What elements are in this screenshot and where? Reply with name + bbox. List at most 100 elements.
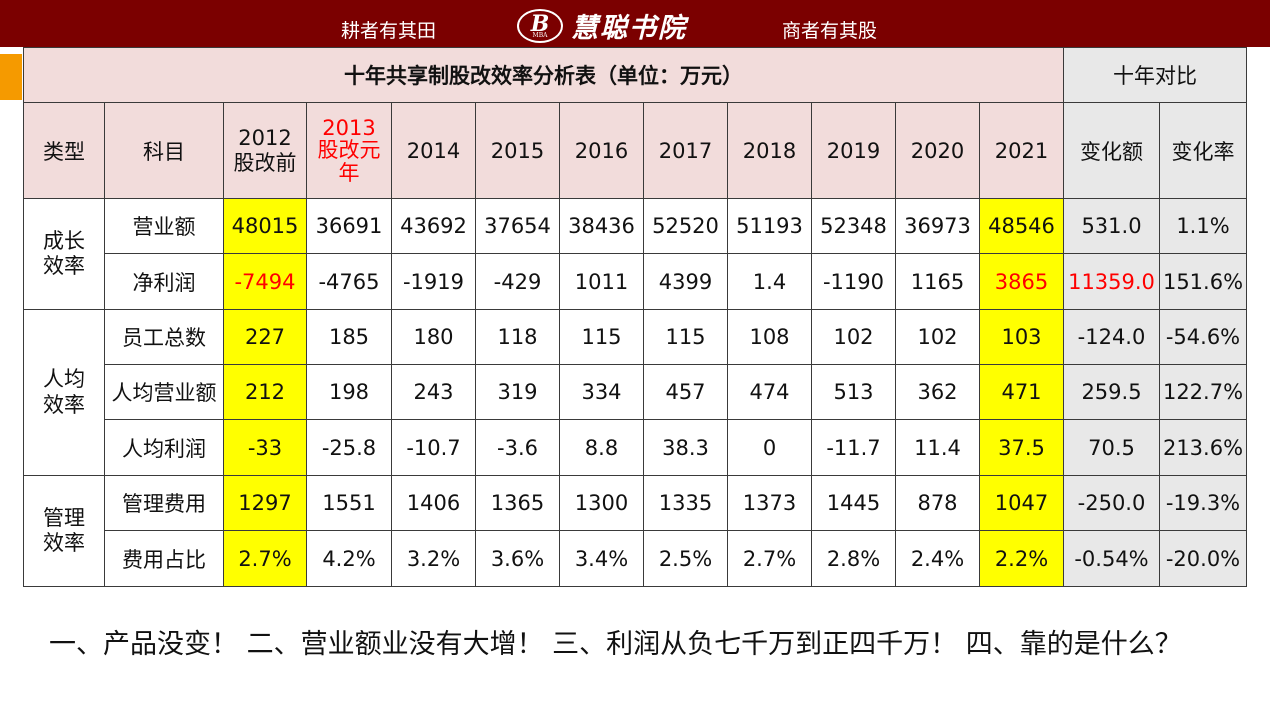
value-cell: 2.7% bbox=[223, 530, 307, 587]
value-cell: 0 bbox=[727, 419, 812, 476]
value-cell: 37654 bbox=[475, 198, 560, 254]
category-cell: 人均 效率 bbox=[23, 309, 105, 476]
value-cell: 319 bbox=[475, 364, 560, 420]
header-item: 科目 bbox=[104, 102, 224, 199]
value-cell: 2.5% bbox=[643, 530, 728, 587]
value-cell: 3865 bbox=[979, 253, 1064, 310]
value-cell: -1190 bbox=[811, 253, 896, 310]
brand-logo-icon: B MBA bbox=[517, 8, 563, 43]
header-year: 2015 bbox=[475, 102, 560, 199]
slogan-left: 耕者有其田 bbox=[341, 20, 437, 42]
value-cell: 3.4% bbox=[559, 530, 644, 587]
header-change-rate: 变化率 bbox=[1159, 102, 1247, 199]
change-amount-cell: 70.5 bbox=[1063, 419, 1160, 476]
header-year: 2020 bbox=[895, 102, 980, 199]
value-cell: 243 bbox=[391, 364, 476, 420]
header-2013-label: 股改元 bbox=[317, 138, 381, 163]
table-row: 净利润 -7494 -4765 -1919 -429 1011 4399 1.4 -1190 11… bbox=[24, 253, 1247, 310]
category-label: 成长 bbox=[43, 228, 85, 253]
value-cell: 1406 bbox=[391, 475, 476, 531]
value-cell: 52348 bbox=[811, 198, 896, 254]
value-cell: 115 bbox=[643, 309, 728, 365]
change-rate-cell: -19.3% bbox=[1159, 475, 1247, 531]
header-2012-label: 股改前 bbox=[233, 150, 297, 175]
value-cell: 2.7% bbox=[727, 530, 812, 587]
logo-subtext: MBA bbox=[532, 31, 548, 39]
value-cell: 11.4 bbox=[895, 419, 980, 476]
value-cell: 48015 bbox=[223, 198, 307, 254]
value-cell: 1297 bbox=[223, 475, 307, 531]
category-cell: 成长 效率 bbox=[23, 198, 105, 310]
header-2012-year: 2012 bbox=[238, 126, 292, 151]
header-2012: 2012 股改前 bbox=[223, 102, 307, 199]
top-banner: 耕者有其田 B MBA 慧聪书院 商者有其股 bbox=[0, 0, 1270, 47]
title-marker bbox=[0, 54, 22, 100]
table-title: 十年共享制股改效率分析表（单位：万元） bbox=[23, 47, 1064, 103]
category-cell: 管理 效率 bbox=[23, 475, 105, 587]
value-cell: -429 bbox=[475, 253, 560, 310]
change-rate-cell: -20.0% bbox=[1159, 530, 1247, 587]
value-cell: 36973 bbox=[895, 198, 980, 254]
value-cell: 3.6% bbox=[475, 530, 560, 587]
efficiency-table: 十年共享制股改效率分析表（单位：万元） 十年对比 类型 科目 2012 股改前 … bbox=[23, 47, 1247, 587]
value-cell: 1165 bbox=[895, 253, 980, 310]
header-year: 2017 bbox=[643, 102, 728, 199]
value-cell: 1373 bbox=[727, 475, 812, 531]
value-cell: 362 bbox=[895, 364, 980, 420]
header-year: 2016 bbox=[559, 102, 644, 199]
change-rate-cell: 122.7% bbox=[1159, 364, 1247, 420]
table-row: 管理 效率 管理费用 1297 1551 1406 1365 1300 1335 1373 1445… bbox=[23, 475, 1247, 587]
value-cell: 2.4% bbox=[895, 530, 980, 587]
footnote: 一、产品没变！ 二、营业额业没有大增！ 三、利润从负七千万到正四千万！ 四、靠的… bbox=[49, 629, 1182, 660]
category-label: 效率 bbox=[43, 254, 85, 278]
compare-title: 十年对比 bbox=[1063, 47, 1247, 103]
header-2013-year: 2013 bbox=[322, 116, 376, 141]
value-cell: 212 bbox=[223, 364, 307, 420]
value-cell: 36691 bbox=[306, 198, 392, 254]
value-cell: 115 bbox=[559, 309, 644, 365]
value-cell: -33 bbox=[223, 419, 307, 476]
header-type: 类型 bbox=[23, 102, 105, 199]
value-cell: 38436 bbox=[559, 198, 644, 254]
value-cell: 227 bbox=[223, 309, 307, 365]
value-cell: 102 bbox=[895, 309, 980, 365]
table-row: 人均 效率 员工总数 227 185 180 118 115 115 108 102 102 103 -1… bbox=[23, 309, 1247, 476]
header-row: 类型 科目 2012 股改前 2013 股改元 年 2014 2015 2016… bbox=[23, 102, 1247, 199]
value-cell: -11.7 bbox=[811, 419, 896, 476]
value-cell: 471 bbox=[979, 364, 1064, 420]
change-amount-cell: 259.5 bbox=[1063, 364, 1160, 420]
value-cell: -1919 bbox=[391, 253, 476, 310]
category-label: 效率 bbox=[43, 531, 85, 555]
header-2013-label-end: 年 bbox=[338, 160, 360, 185]
table-row: 成长 效率 营业额 48015 36691 43692 37654 38436 52520 511… bbox=[23, 198, 1247, 310]
value-cell: 37.5 bbox=[979, 419, 1064, 476]
brand-name: 慧聪书院 bbox=[571, 13, 687, 44]
slogan-right: 商者有其股 bbox=[782, 20, 878, 42]
item-cell: 人均营业额 bbox=[104, 364, 224, 420]
change-rate-cell: 1.1% bbox=[1159, 198, 1247, 254]
table-row: 人均利润 -33 -25.8 -10.7 -3.6 8.8 38.3 0 -11.7 11.4 37… bbox=[24, 419, 1247, 476]
value-cell: 198 bbox=[306, 364, 392, 420]
value-cell: 38.3 bbox=[643, 419, 728, 476]
value-cell: -25.8 bbox=[306, 419, 392, 476]
value-cell: 1551 bbox=[306, 475, 392, 531]
value-cell: 4399 bbox=[643, 253, 728, 310]
value-cell: 1365 bbox=[475, 475, 560, 531]
value-cell: 1300 bbox=[559, 475, 644, 531]
value-cell: 118 bbox=[475, 309, 560, 365]
header-year: 2014 bbox=[391, 102, 476, 199]
table-row: 人均营业额 212 198 243 319 334 457 474 513 362 471 259.5… bbox=[24, 364, 1247, 420]
value-cell: 103 bbox=[979, 309, 1064, 365]
brand: B MBA 慧聪书院 bbox=[517, 6, 687, 45]
change-rate-cell: -54.6% bbox=[1159, 309, 1247, 365]
value-cell: 43692 bbox=[391, 198, 476, 254]
value-cell: 3.2% bbox=[391, 530, 476, 587]
value-cell: 108 bbox=[727, 309, 812, 365]
value-cell: 180 bbox=[391, 309, 476, 365]
value-cell: 1335 bbox=[643, 475, 728, 531]
value-cell: 51193 bbox=[727, 198, 812, 254]
value-cell: -4765 bbox=[306, 253, 392, 310]
header-change-amount: 变化额 bbox=[1063, 102, 1160, 199]
value-cell: 52520 bbox=[643, 198, 728, 254]
category-label: 人均 bbox=[43, 367, 85, 392]
